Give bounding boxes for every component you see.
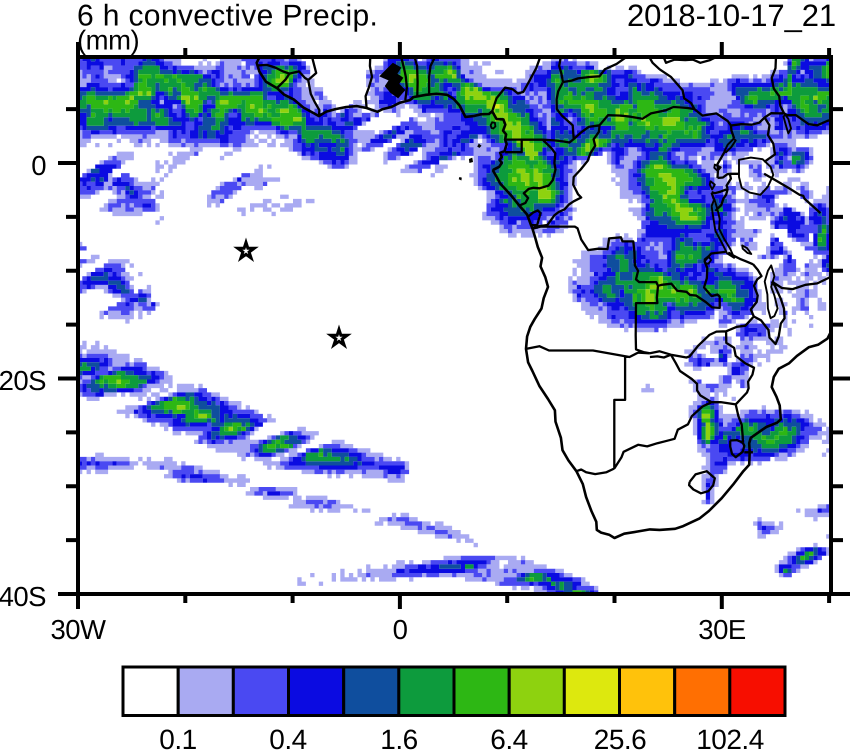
- svg-text:2018-10-17_21: 2018-10-17_21: [627, 0, 836, 33]
- svg-text:(mm): (mm): [77, 25, 139, 56]
- svg-text:6.4: 6.4: [490, 724, 527, 750]
- svg-text:25.6: 25.6: [594, 724, 647, 750]
- svg-text:102.4: 102.4: [696, 724, 764, 750]
- svg-text:0: 0: [31, 150, 46, 181]
- svg-text:1.6: 1.6: [380, 724, 417, 750]
- svg-text:30E: 30E: [698, 614, 746, 645]
- svg-text:6 h convective Precip.: 6 h convective Precip.: [77, 0, 378, 33]
- svg-text:30W: 30W: [50, 614, 106, 645]
- svg-text:40S: 40S: [0, 581, 46, 612]
- svg-text:0.1: 0.1: [159, 724, 196, 750]
- svg-text:0.4: 0.4: [269, 724, 306, 750]
- svg-text:20S: 20S: [0, 365, 46, 396]
- svg-text:0: 0: [393, 614, 408, 645]
